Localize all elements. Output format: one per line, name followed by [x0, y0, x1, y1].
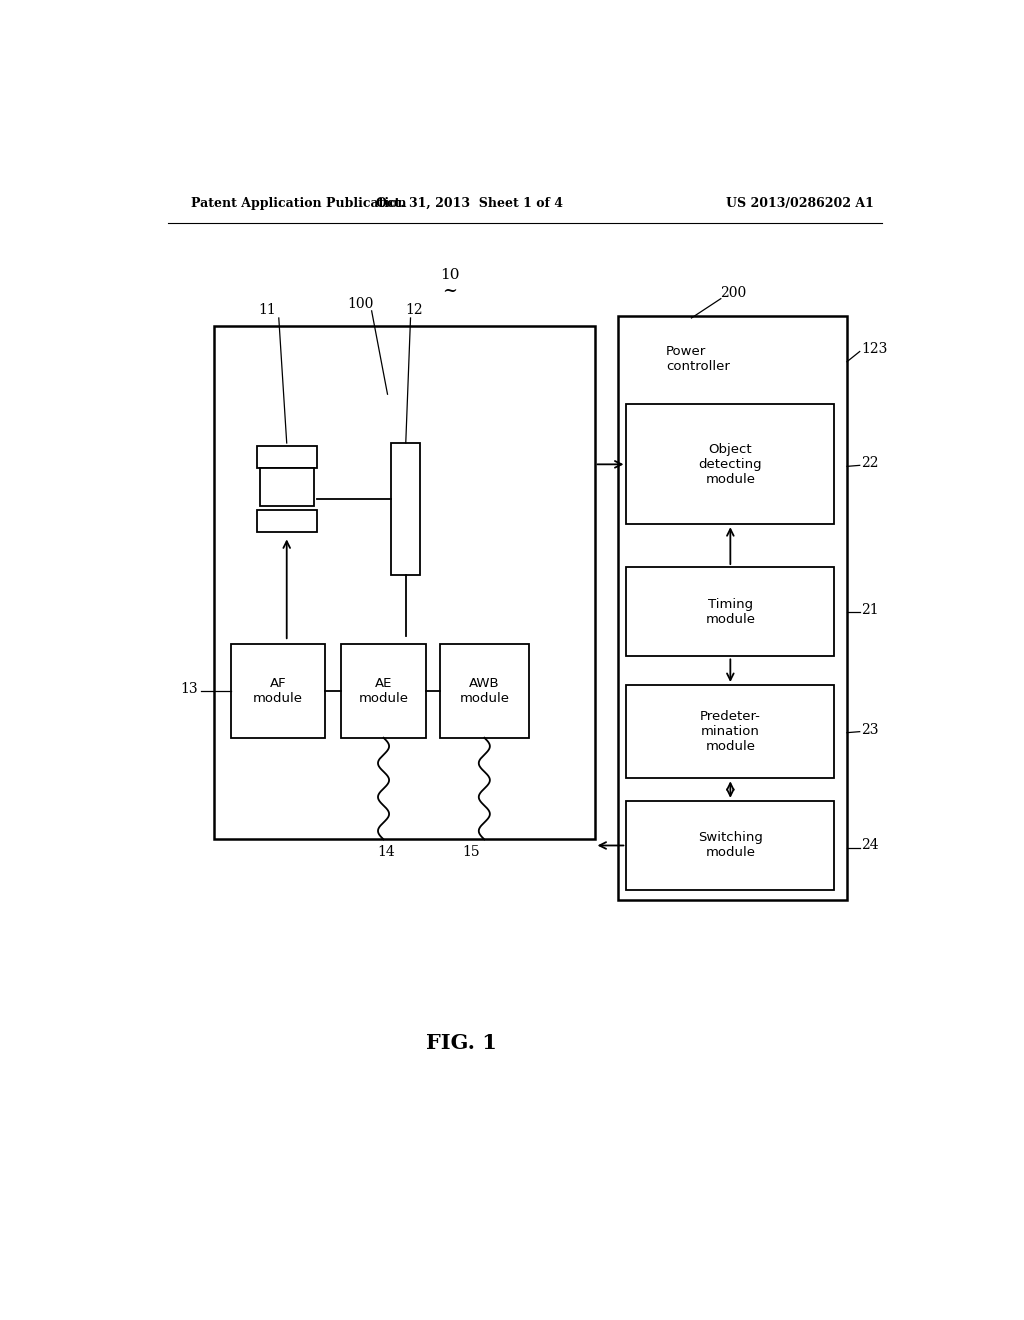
- Text: Oct. 31, 2013  Sheet 1 of 4: Oct. 31, 2013 Sheet 1 of 4: [376, 197, 563, 210]
- Text: 15: 15: [462, 845, 479, 858]
- Text: Timing
module: Timing module: [706, 598, 756, 626]
- FancyBboxPatch shape: [214, 326, 595, 840]
- FancyBboxPatch shape: [257, 510, 316, 532]
- Text: 21: 21: [861, 603, 879, 616]
- Text: 14: 14: [377, 845, 395, 858]
- Text: 100: 100: [347, 297, 374, 310]
- Text: 13: 13: [180, 682, 198, 696]
- FancyBboxPatch shape: [260, 469, 313, 506]
- Text: US 2013/0286202 A1: US 2013/0286202 A1: [726, 197, 873, 210]
- FancyBboxPatch shape: [440, 644, 528, 738]
- FancyBboxPatch shape: [231, 644, 325, 738]
- Text: ~: ~: [442, 281, 457, 300]
- Text: 22: 22: [861, 457, 879, 470]
- Text: Switching
module: Switching module: [698, 832, 763, 859]
- Text: 12: 12: [404, 302, 423, 317]
- FancyBboxPatch shape: [627, 404, 835, 524]
- FancyBboxPatch shape: [341, 644, 426, 738]
- Text: 24: 24: [861, 838, 879, 853]
- Text: 10: 10: [439, 268, 459, 282]
- FancyBboxPatch shape: [257, 446, 316, 469]
- FancyBboxPatch shape: [627, 801, 835, 890]
- FancyBboxPatch shape: [627, 685, 835, 779]
- Text: FIG. 1: FIG. 1: [426, 1032, 497, 1052]
- FancyBboxPatch shape: [391, 444, 420, 576]
- Text: AF
module: AF module: [253, 677, 303, 705]
- Text: AWB
module: AWB module: [460, 677, 509, 705]
- FancyBboxPatch shape: [618, 315, 847, 900]
- Text: AE
module: AE module: [358, 677, 409, 705]
- Text: Patent Application Publication: Patent Application Publication: [191, 197, 407, 210]
- Text: 11: 11: [259, 302, 276, 317]
- Text: Power
controller: Power controller: [666, 345, 730, 372]
- Text: 123: 123: [861, 342, 888, 356]
- FancyBboxPatch shape: [627, 568, 835, 656]
- Text: Object
detecting
module: Object detecting module: [698, 442, 762, 486]
- Text: 200: 200: [720, 285, 745, 300]
- Text: Predeter-
mination
module: Predeter- mination module: [700, 710, 761, 754]
- Text: 23: 23: [861, 722, 879, 737]
